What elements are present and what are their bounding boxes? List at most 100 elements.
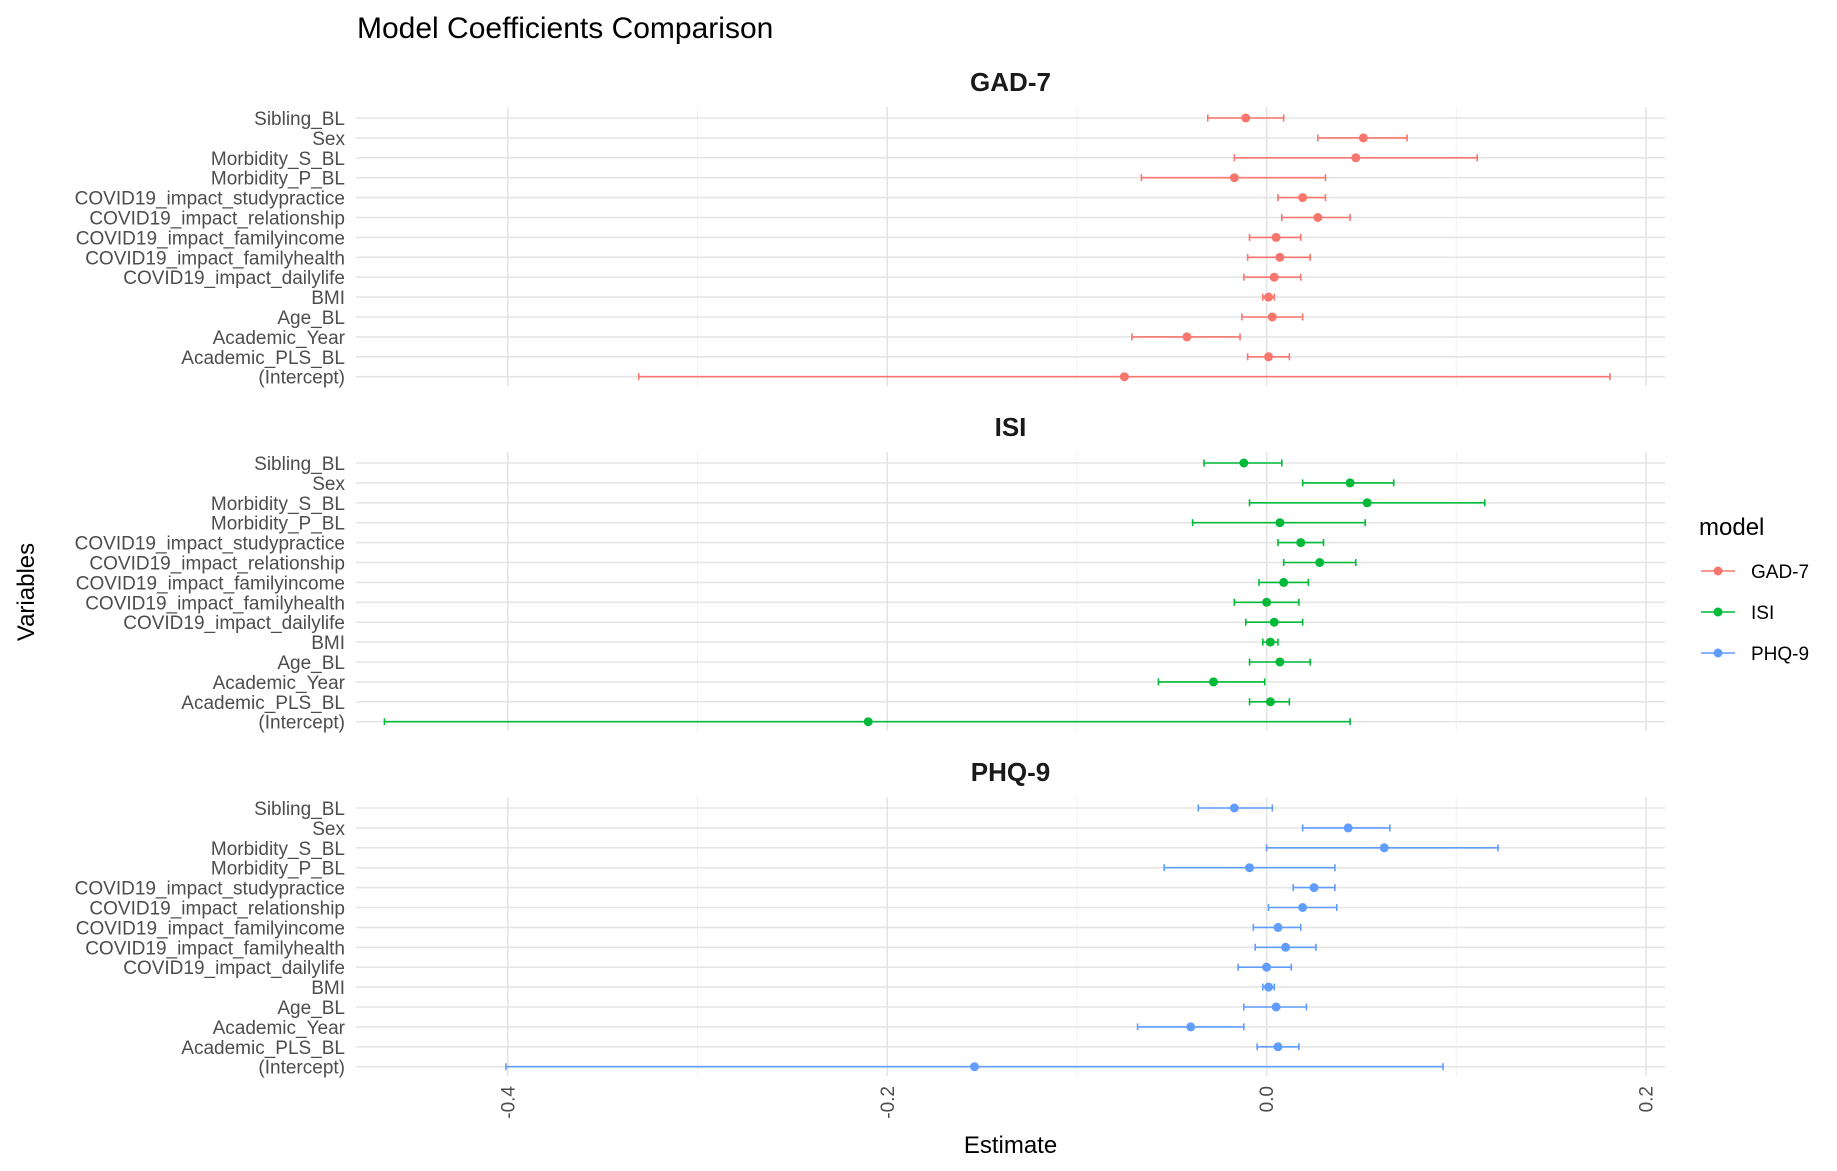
data-point (1239, 458, 1249, 468)
x-tick-label: 0.0 (1257, 1086, 1278, 1112)
y-tick-label: Academic_Year (213, 673, 346, 694)
y-tick-label: Sex (312, 819, 345, 840)
data-point (1351, 153, 1361, 163)
data-point (1298, 193, 1308, 203)
data-point (1296, 538, 1306, 548)
y-tick-label: BMI (311, 633, 345, 654)
y-tick-label: COVID19_impact_dailylife (123, 268, 345, 289)
data-point (1271, 1002, 1281, 1012)
y-tick-label: (Intercept) (258, 368, 345, 389)
y-tick-label: COVID19_impact_studypractice (75, 879, 345, 900)
data-point (1265, 637, 1275, 647)
y-tick-label: Morbidity_P_BL (211, 169, 345, 190)
data-point (1269, 272, 1279, 282)
legend-key-point (1713, 566, 1723, 576)
data-point (1379, 843, 1389, 853)
data-point (1262, 962, 1272, 972)
data-point (1275, 657, 1285, 667)
y-tick-label: COVID19_impact_familyhealth (85, 938, 345, 959)
y-tick-label: COVID19_impact_familyincome (76, 918, 345, 939)
legend-label: ISI (1751, 603, 1774, 624)
data-point (1315, 558, 1325, 567)
facet-title: GAD-7 (970, 67, 1051, 97)
y-tick-label: COVID19_impact_dailylife (123, 958, 345, 979)
data-point (1182, 332, 1192, 342)
data-point (1208, 677, 1218, 687)
y-tick-label: COVID19_impact_dailylife (123, 613, 345, 634)
data-point (1298, 903, 1308, 912)
data-point (1273, 922, 1283, 932)
y-axis-title: Variables (13, 543, 40, 641)
facet-title: ISI (995, 412, 1027, 442)
y-tick-label: Morbidity_S_BL (211, 149, 345, 170)
data-point (863, 717, 873, 727)
data-point (1358, 133, 1368, 143)
data-point (1245, 863, 1255, 873)
legend-label: GAD-7 (1751, 562, 1809, 583)
data-point (1229, 173, 1239, 183)
data-point (969, 1062, 979, 1072)
y-tick-label: Morbidity_S_BL (211, 494, 345, 515)
legend-key-point (1713, 648, 1723, 658)
x-tick-label: 0.2 (1637, 1086, 1658, 1112)
y-tick-label: Age_BL (277, 653, 345, 674)
y-tick-label: COVID19_impact_relationship (89, 899, 345, 920)
data-point (1309, 883, 1319, 893)
y-tick-label: Academic_Year (213, 328, 346, 349)
y-tick-label: (Intercept) (258, 713, 345, 734)
y-tick-label: COVID19_impact_relationship (89, 209, 345, 230)
y-tick-label: Academic_PLS_BL (181, 693, 345, 714)
y-tick-label: Morbidity_S_BL (211, 839, 345, 860)
data-point (1264, 292, 1274, 302)
y-tick-label: BMI (311, 978, 345, 999)
legend-label: PHQ-9 (1751, 644, 1809, 665)
y-tick-label: Sibling_BL (254, 799, 345, 820)
y-tick-label: COVID19_impact_relationship (89, 554, 345, 575)
data-point (1273, 1042, 1283, 1052)
data-point (1275, 252, 1285, 262)
x-tick-label: -0.4 (498, 1086, 519, 1119)
data-point (1229, 803, 1239, 813)
y-tick-label: Sex (312, 474, 345, 495)
y-tick-label: Sex (312, 129, 345, 150)
y-tick-label: Academic_PLS_BL (181, 1038, 345, 1059)
y-tick-label: COVID19_impact_familyincome (76, 228, 345, 249)
data-point (1264, 982, 1274, 992)
data-point (1265, 697, 1275, 707)
data-point (1313, 213, 1323, 222)
y-tick-label: Academic_PLS_BL (181, 348, 345, 369)
y-tick-label: Morbidity_P_BL (211, 514, 345, 535)
data-point (1343, 823, 1353, 833)
data-point (1119, 372, 1129, 382)
data-point (1267, 312, 1277, 322)
data-point (1262, 597, 1272, 607)
data-point (1345, 478, 1355, 488)
x-tick-label: -0.2 (878, 1086, 899, 1119)
y-tick-label: Age_BL (277, 998, 345, 1019)
facet-title: PHQ-9 (971, 757, 1050, 787)
y-tick-label: COVID19_impact_familyhealth (85, 593, 345, 614)
data-point (1271, 232, 1281, 242)
data-point (1281, 942, 1291, 952)
y-tick-label: BMI (311, 288, 345, 309)
x-axis-title: Estimate (964, 1132, 1057, 1159)
data-point (1264, 352, 1274, 362)
y-tick-label: Academic_Year (213, 1018, 346, 1039)
y-tick-label: (Intercept) (258, 1058, 345, 1079)
data-point (1362, 498, 1372, 508)
y-tick-label: COVID19_impact_familyincome (76, 573, 345, 594)
data-point (1275, 518, 1285, 528)
y-tick-label: Morbidity_P_BL (211, 859, 345, 880)
y-tick-label: COVID19_impact_familyhealth (85, 248, 345, 269)
data-point (1279, 577, 1289, 587)
legend-title: model (1699, 514, 1764, 541)
y-tick-label: COVID19_impact_studypractice (75, 189, 345, 210)
data-point (1241, 113, 1251, 123)
chart-title: Model Coefficients Comparison (357, 12, 773, 45)
data-point (1269, 617, 1279, 627)
legend-key-point (1713, 607, 1723, 617)
y-tick-label: Age_BL (277, 308, 345, 329)
y-tick-label: Sibling_BL (254, 454, 345, 475)
